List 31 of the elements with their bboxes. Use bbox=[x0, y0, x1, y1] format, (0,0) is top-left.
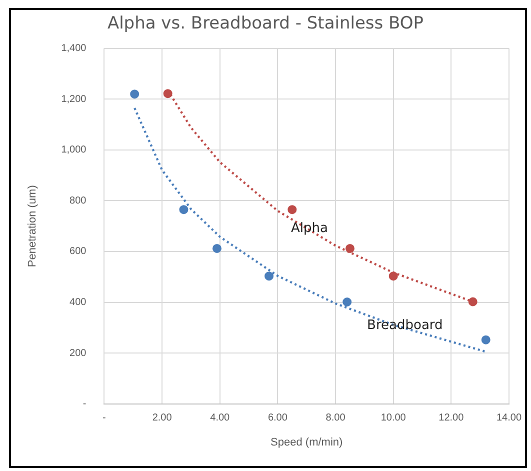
point bbox=[481, 335, 490, 344]
point bbox=[468, 297, 478, 306]
point bbox=[130, 90, 140, 99]
line-series bbox=[133, 106, 487, 353]
point bbox=[342, 298, 352, 307]
point bbox=[345, 244, 354, 253]
chart-title: Alpha vs. Breadboard - Stainless BOP bbox=[107, 14, 424, 34]
point bbox=[163, 89, 172, 98]
x-tick-label: 12.00 bbox=[438, 412, 464, 424]
point bbox=[179, 205, 188, 214]
x-tick-label: - bbox=[102, 412, 106, 424]
y-tick-label: 1,200 bbox=[61, 94, 87, 105]
y-tick-label: - bbox=[82, 398, 86, 410]
point bbox=[388, 272, 398, 281]
x-tick-label: 2.00 bbox=[152, 412, 172, 424]
point bbox=[264, 272, 274, 281]
x-tick-label: 4.00 bbox=[210, 412, 230, 424]
x-tick-label: 10.00 bbox=[380, 412, 406, 424]
y-tick-label: 600 bbox=[70, 246, 87, 258]
x-axis-title: Speed (m/min) bbox=[270, 436, 343, 448]
y-tick-label: 800 bbox=[70, 195, 87, 206]
y-axis-title: Penetration (um) bbox=[26, 185, 39, 268]
x-tick-label: 14.00 bbox=[496, 412, 522, 424]
point bbox=[288, 205, 297, 214]
x-tick-label: 8.00 bbox=[326, 412, 346, 424]
y-tick-label: 1,400 bbox=[61, 43, 87, 54]
point bbox=[212, 244, 222, 253]
y-tick-label: 400 bbox=[70, 297, 87, 308]
x-tick-label: 6.00 bbox=[268, 412, 288, 424]
y-tick-label: 1,000 bbox=[61, 144, 87, 156]
y-tick-label: 200 bbox=[70, 348, 87, 359]
